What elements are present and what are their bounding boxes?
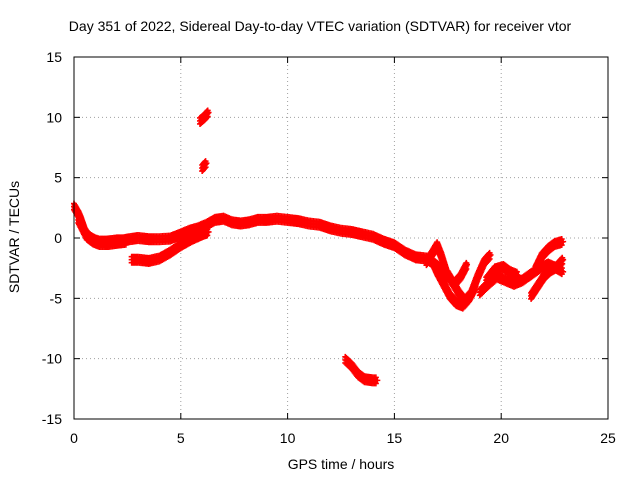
data-point-outlier-high — [205, 109, 212, 116]
x-tick-label: 10 — [280, 430, 296, 446]
ticks: 0 5 10 15 20 25 -15 -10 -5 0 5 10 15 — [42, 49, 616, 446]
data-points — [71, 107, 567, 387]
x-tick-label: 15 — [387, 430, 403, 446]
chart-title: Day 351 of 2022, Sidereal Day-to-day VTE… — [68, 18, 572, 34]
y-tick-label: 10 — [46, 109, 62, 125]
data-point-main — [205, 228, 212, 235]
x-tick-label: 20 — [493, 430, 509, 446]
y-tick-label: 5 — [54, 170, 62, 186]
data-point-main — [487, 251, 494, 258]
data-point-outlier-low — [372, 380, 379, 387]
data-point-main — [204, 232, 211, 239]
data-point-outlier-high — [204, 113, 211, 120]
y-tick-label: 15 — [46, 49, 62, 65]
x-tick-label: 0 — [70, 430, 78, 446]
data-point-main — [559, 260, 566, 267]
data-point-main — [560, 268, 567, 275]
data-point-outlier-high — [203, 160, 210, 167]
grid — [74, 57, 608, 419]
data-point-outlier-high — [203, 114, 210, 121]
y-tick-label: -15 — [42, 411, 62, 427]
data-point-outlier-high — [202, 164, 209, 171]
data-point-outlier-high — [201, 165, 208, 172]
x-tick-label: 25 — [600, 430, 616, 446]
data-point-main — [560, 256, 567, 263]
data-point-main — [558, 242, 565, 249]
data-point-main — [122, 241, 129, 248]
data-point-main — [485, 256, 492, 263]
x-tick-label: 5 — [177, 430, 185, 446]
y-tick-label: 0 — [54, 230, 62, 246]
x-axis-label: GPS time / hours — [287, 456, 395, 472]
y-tick-label: -10 — [42, 351, 62, 367]
data-point-outlier-low — [374, 377, 381, 384]
data-point-main — [464, 261, 471, 268]
data-point-outlier-low — [372, 374, 379, 381]
data-point-main — [558, 261, 565, 268]
plot-frame — [73, 56, 609, 420]
data-point-main — [486, 255, 493, 262]
data-point-main — [472, 283, 479, 290]
data-point-main — [513, 268, 520, 275]
y-tick-label: -5 — [50, 290, 63, 306]
data-point-main — [124, 238, 131, 245]
data-point-main — [515, 272, 522, 279]
data-point-main — [560, 238, 567, 245]
